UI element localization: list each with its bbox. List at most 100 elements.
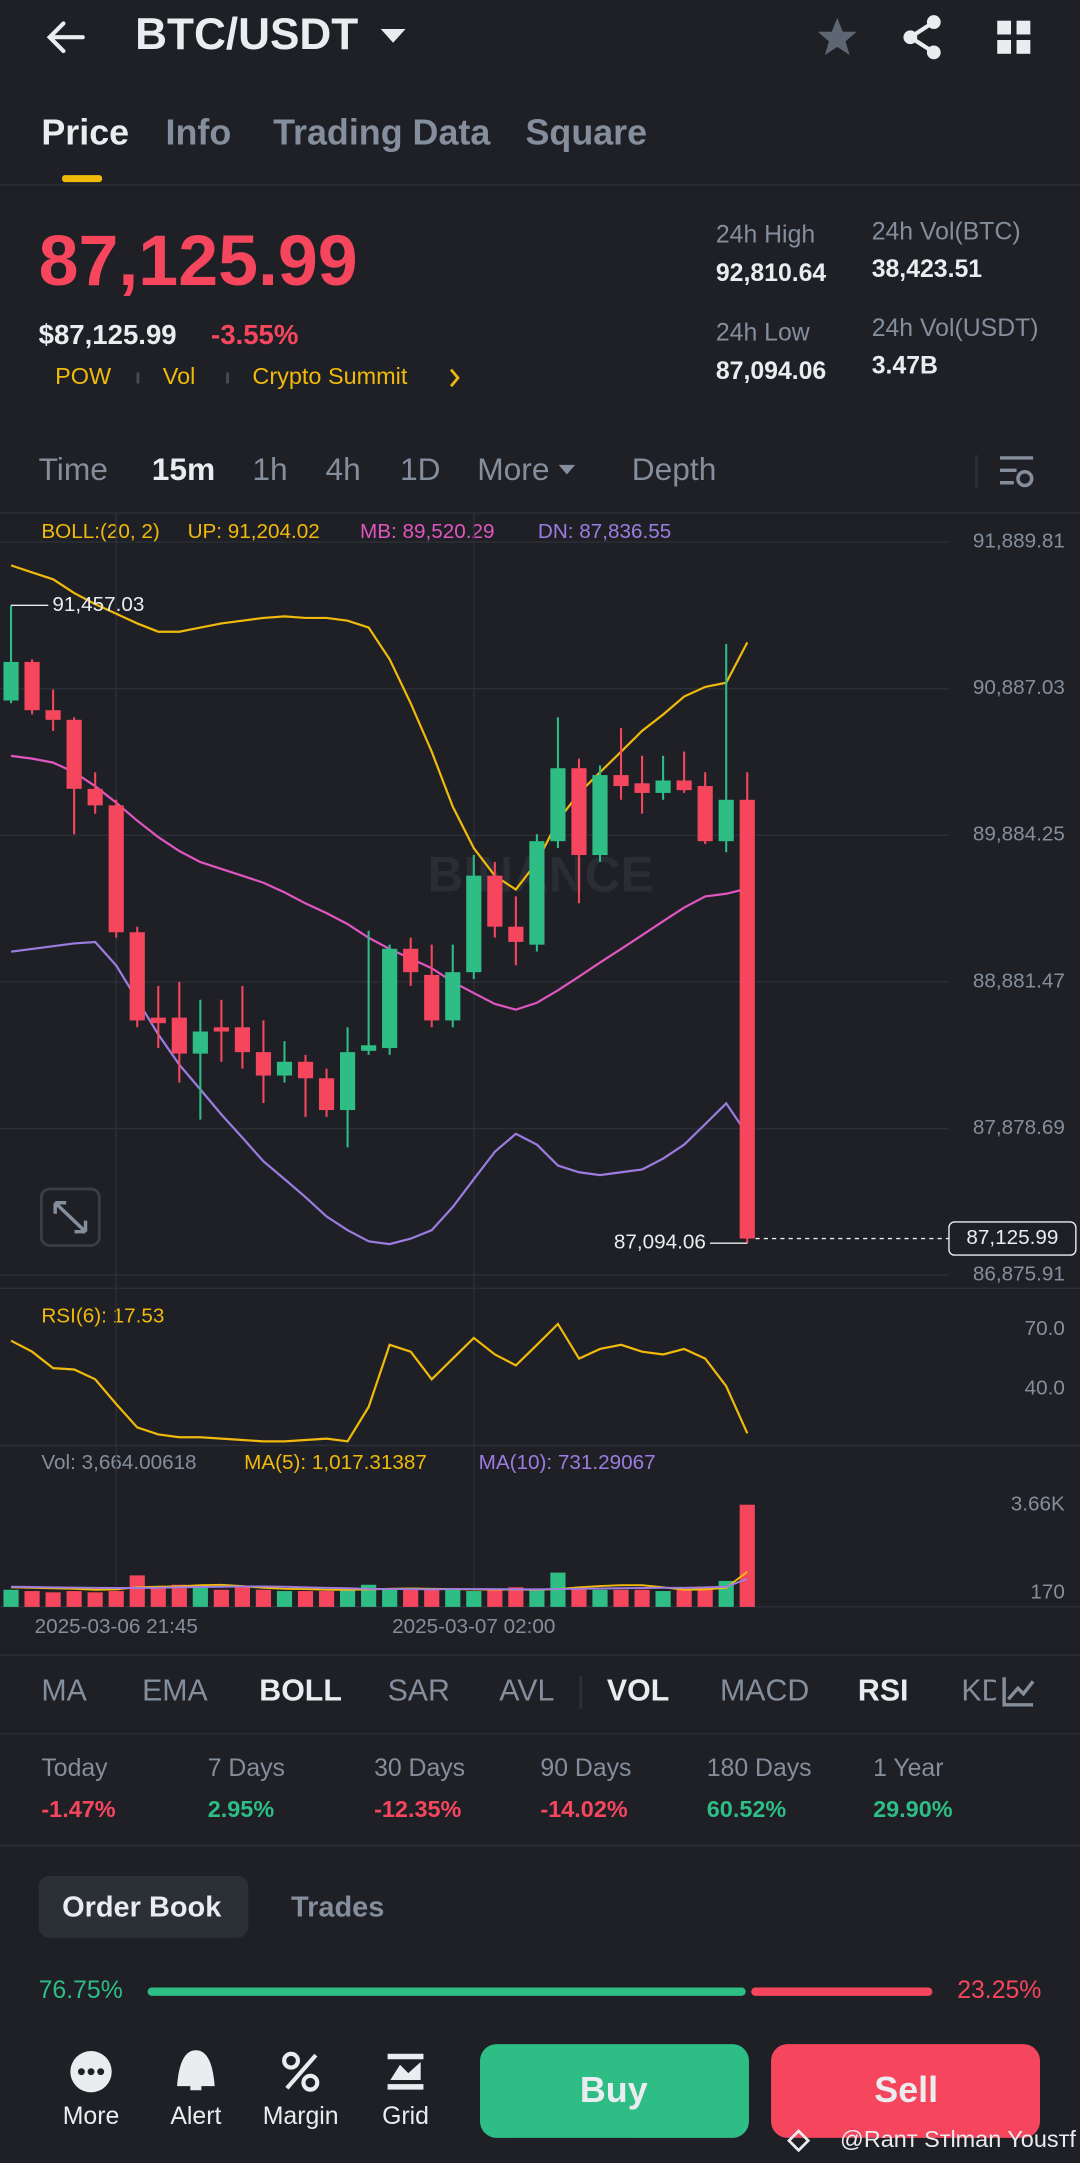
margin-icon[interactable] bbox=[282, 2051, 320, 2092]
volume-bar bbox=[297, 1591, 314, 1607]
interval[interactable]: Depth bbox=[632, 451, 717, 487]
share-icon[interactable] bbox=[903, 15, 941, 60]
candle-body bbox=[129, 932, 145, 1021]
interval[interactable]: 1D bbox=[400, 451, 441, 487]
period-label: 180 Days bbox=[707, 1755, 812, 1782]
back-button[interactable] bbox=[46, 21, 85, 54]
buy-label[interactable]: Buy bbox=[580, 2070, 648, 2110]
rsi-legend: RSI(6): 17.53 bbox=[41, 1305, 164, 1328]
divider bbox=[579, 1675, 583, 1709]
candle-body bbox=[45, 710, 61, 720]
candle-body bbox=[150, 1017, 166, 1024]
volume-bar bbox=[87, 1592, 103, 1607]
nav-label[interactable]: Alert bbox=[170, 2103, 221, 2130]
volume-ma-line bbox=[11, 1577, 748, 1591]
x-tick-label: 2025-03-06 21:45 bbox=[35, 1615, 198, 1638]
indicator-settings[interactable] bbox=[1002, 1677, 1035, 1707]
performance: Today -1.47% 7 Days 2.95% 30 Days -12.35% 90 D… bbox=[41, 1755, 952, 1822]
tab[interactable]: Price bbox=[41, 113, 129, 153]
tab[interactable]: Info bbox=[166, 113, 232, 153]
order-book-tab[interactable]: Order Book bbox=[62, 1892, 222, 1924]
period-change: -1.47% bbox=[41, 1796, 115, 1822]
candle-body bbox=[445, 972, 461, 1021]
watermark-icon bbox=[787, 2129, 811, 2153]
tab-indicator bbox=[62, 175, 103, 183]
x-tick-label: 2025-03-07 02:00 bbox=[392, 1615, 555, 1638]
tag-chevron[interactable] bbox=[449, 368, 460, 388]
y-tick-label: 91,889.81 bbox=[973, 530, 1065, 553]
interval[interactable]: 4h bbox=[326, 451, 361, 487]
indicator[interactable]: VOL bbox=[607, 1674, 669, 1707]
candle-body bbox=[424, 974, 440, 1021]
candle-body bbox=[634, 783, 650, 793]
grid-icon[interactable] bbox=[387, 2053, 424, 2090]
sell-label[interactable]: Sell bbox=[874, 2070, 938, 2110]
candle-body bbox=[718, 799, 734, 842]
volume-bar bbox=[424, 1589, 440, 1607]
menu-icon[interactable] bbox=[997, 20, 1031, 54]
candle-body bbox=[508, 926, 524, 942]
charts: 91,889.81 90,887.03 89,884.25 88,881.47 87,8… bbox=[0, 513, 1077, 1638]
y-tick-label: 90,887.03 bbox=[973, 676, 1065, 699]
indicator[interactable]: RSI bbox=[858, 1674, 909, 1707]
stat-value: 38,423.51 bbox=[872, 256, 983, 283]
period-change: 60.52% bbox=[707, 1796, 787, 1822]
more-icon[interactable] bbox=[70, 2051, 112, 2093]
volume-bar bbox=[66, 1591, 82, 1607]
nav-label[interactable]: Margin bbox=[263, 2103, 339, 2130]
candle-body bbox=[297, 1061, 314, 1079]
candle-body bbox=[3, 661, 19, 701]
indicator[interactable]: MA bbox=[41, 1674, 87, 1707]
tag[interactable]: Vol bbox=[163, 363, 196, 389]
period-label: 1 Year bbox=[873, 1755, 943, 1782]
y-tick-label: 86,875.91 bbox=[973, 1263, 1065, 1286]
indicator[interactable]: BOLL bbox=[259, 1674, 342, 1707]
volume-bar bbox=[697, 1587, 713, 1607]
indicator[interactable]: EMA bbox=[142, 1674, 208, 1707]
interval[interactable]: 1h bbox=[252, 451, 287, 487]
nav-label[interactable]: More bbox=[63, 2103, 120, 2130]
tag[interactable]: POW bbox=[55, 363, 112, 389]
boll-line bbox=[10, 564, 749, 891]
tab[interactable]: Trading Data bbox=[273, 113, 491, 153]
candle-body bbox=[613, 775, 629, 787]
trades-tab[interactable]: Trades bbox=[291, 1892, 384, 1924]
y-tick-label: 88,881.47 bbox=[973, 969, 1065, 992]
candle-body bbox=[318, 1078, 335, 1111]
vol-legend: MA(10): 731.29067 bbox=[479, 1451, 656, 1474]
volume-bar bbox=[318, 1591, 335, 1607]
candle-body bbox=[255, 1052, 272, 1076]
sell-button[interactable] bbox=[771, 2044, 1040, 2138]
candle-body bbox=[108, 805, 124, 933]
y-tick-label: 70.0 bbox=[1025, 1317, 1065, 1340]
boll-legend: UP: 91,204.02 bbox=[188, 520, 320, 543]
nav-label[interactable]: Grid bbox=[382, 2103, 429, 2130]
interval[interactable]: More bbox=[477, 451, 549, 487]
tag[interactable]: Crypto Summit bbox=[252, 363, 407, 389]
pair-caret[interactable] bbox=[380, 28, 406, 43]
chart-settings-icon[interactable] bbox=[1000, 456, 1034, 488]
tab-background bbox=[38, 1875, 249, 1938]
favorite-icon[interactable] bbox=[817, 17, 857, 56]
pair-title[interactable]: BTC/USDT bbox=[135, 10, 358, 59]
interval[interactable]: 15m bbox=[152, 451, 215, 487]
last-price: 87,125.99 bbox=[39, 221, 358, 301]
volume-bar bbox=[613, 1589, 629, 1607]
expand-button[interactable] bbox=[40, 1187, 101, 1247]
indicator[interactable]: AVL bbox=[499, 1674, 554, 1707]
indicator[interactable]: SAR bbox=[388, 1674, 450, 1707]
volume-bar bbox=[466, 1591, 482, 1607]
volume-bar bbox=[571, 1588, 587, 1607]
y-tick-label: 89,884.25 bbox=[973, 823, 1065, 846]
period-change: -14.02% bbox=[540, 1796, 627, 1822]
indicator[interactable]: MACD bbox=[720, 1674, 809, 1707]
alert-icon[interactable] bbox=[177, 2050, 215, 2091]
volume-bar bbox=[739, 1504, 755, 1607]
more-caret[interactable] bbox=[558, 464, 576, 475]
indicator[interactable]: KDJ bbox=[961, 1674, 1018, 1707]
last-price-label: 87,125.99 bbox=[966, 1226, 1058, 1249]
period-label: 90 Days bbox=[540, 1755, 631, 1782]
interval[interactable]: Time bbox=[39, 451, 108, 487]
buy-button[interactable] bbox=[480, 2044, 749, 2138]
tab[interactable]: Square bbox=[526, 113, 648, 153]
